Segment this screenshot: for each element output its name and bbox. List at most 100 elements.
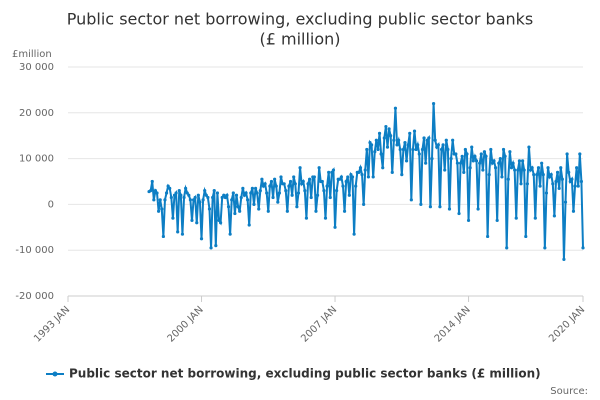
point — [263, 182, 267, 186]
point — [549, 173, 553, 177]
point — [201, 198, 205, 202]
point — [309, 195, 313, 200]
point — [519, 182, 523, 186]
point — [465, 152, 469, 156]
point — [260, 177, 264, 181]
point — [509, 166, 514, 170]
y-tick-label: 10 000 — [19, 154, 54, 165]
point — [166, 184, 170, 188]
point — [174, 191, 178, 195]
x-tick-label: 2000 JAN — [166, 304, 206, 344]
point — [252, 202, 256, 206]
point — [377, 131, 382, 136]
y-tick-label: 0 — [48, 199, 54, 210]
point — [320, 179, 324, 184]
point — [357, 170, 361, 174]
legend-label: Public sector net borrowing, excluding p… — [69, 367, 541, 381]
point — [416, 143, 420, 147]
point — [490, 161, 494, 165]
point — [466, 218, 471, 223]
point — [575, 166, 579, 170]
point — [206, 195, 210, 200]
point — [455, 161, 460, 165]
point — [457, 211, 461, 216]
point — [517, 159, 522, 163]
y-tick-label: 20 000 — [19, 108, 54, 119]
point — [255, 191, 259, 195]
point — [460, 154, 464, 158]
point — [239, 195, 243, 200]
point — [400, 173, 404, 177]
point — [462, 170, 466, 174]
point — [478, 161, 482, 165]
point — [261, 184, 266, 188]
point — [514, 216, 518, 220]
point — [533, 216, 537, 220]
point — [339, 175, 343, 179]
point — [522, 168, 526, 172]
point — [284, 189, 288, 193]
point — [532, 173, 536, 177]
point — [258, 189, 262, 193]
point — [557, 186, 561, 190]
point — [395, 143, 399, 147]
y-tick-label: -10 000 — [15, 245, 54, 256]
point — [508, 150, 512, 154]
point — [325, 184, 329, 188]
point — [266, 209, 270, 213]
point — [505, 246, 509, 250]
point — [422, 136, 426, 140]
point — [277, 191, 282, 195]
point — [463, 147, 467, 152]
point — [184, 186, 188, 190]
point — [244, 191, 248, 195]
point — [408, 131, 412, 136]
point — [349, 173, 353, 177]
point — [335, 189, 339, 193]
point — [265, 191, 269, 195]
series-line — [148, 103, 584, 260]
point — [312, 175, 316, 179]
point — [516, 168, 520, 172]
point — [317, 166, 321, 170]
point — [459, 161, 463, 165]
x-tick-label: 2007 JAN — [299, 304, 339, 344]
point — [444, 138, 448, 142]
point — [573, 184, 577, 188]
point — [330, 170, 334, 174]
point — [298, 166, 302, 170]
point — [536, 166, 541, 170]
point — [439, 147, 444, 152]
point — [406, 143, 410, 147]
point — [552, 214, 556, 218]
point — [403, 140, 407, 145]
point — [397, 138, 401, 142]
point — [498, 157, 502, 161]
point — [164, 191, 169, 195]
point — [373, 150, 377, 154]
source-label: Source: — [550, 386, 588, 397]
point — [314, 209, 318, 213]
point — [389, 134, 393, 138]
point — [424, 161, 428, 165]
point — [176, 230, 180, 234]
point — [327, 170, 331, 174]
point — [160, 207, 164, 211]
point — [230, 198, 234, 202]
point — [199, 237, 204, 241]
point — [390, 170, 394, 174]
point — [182, 195, 186, 200]
point — [247, 223, 251, 227]
point — [180, 232, 185, 236]
point — [190, 218, 194, 223]
point — [492, 159, 496, 163]
point — [368, 140, 372, 145]
point — [419, 202, 423, 206]
point — [293, 182, 297, 186]
point — [562, 257, 566, 261]
point — [513, 168, 517, 172]
point — [157, 209, 161, 213]
point — [414, 147, 418, 152]
point — [387, 127, 391, 131]
